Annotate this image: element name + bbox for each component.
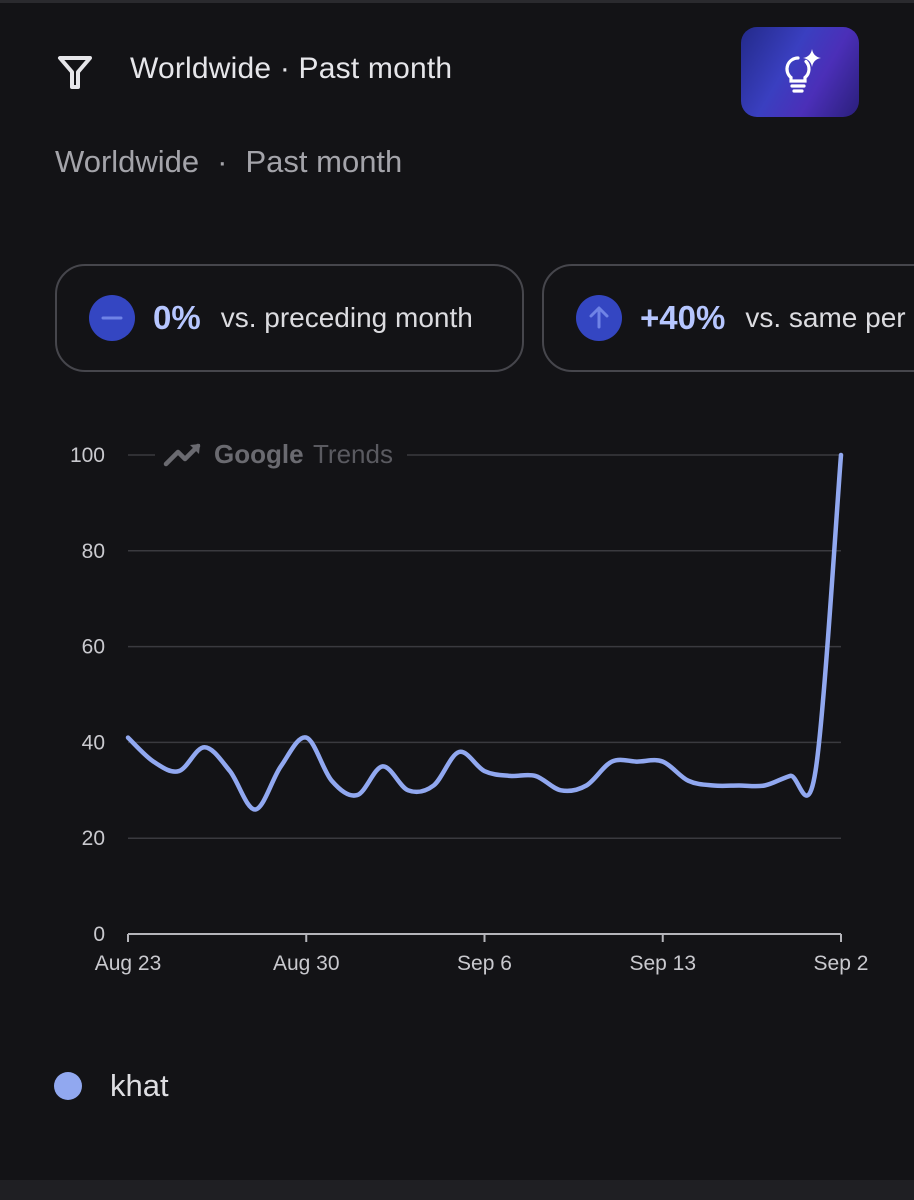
top-divider [0, 0, 914, 3]
x-tick-label: Aug 23 [95, 952, 162, 975]
lightbulb-sparkle-icon [785, 49, 821, 93]
legend-swatch [54, 1072, 82, 1100]
filter-icon [58, 56, 92, 89]
x-tick-label: Aug 30 [273, 952, 340, 975]
trending-up-icon [163, 443, 201, 467]
y-tick-label: 100 [70, 444, 105, 467]
ai-insights-button[interactable] [741, 27, 859, 117]
google-trends-watermark: Google Trends [155, 435, 407, 475]
stat-card-same-period[interactable]: +40% vs. same per [542, 264, 914, 372]
filter-button[interactable] [52, 50, 98, 96]
y-tick-label: 20 [82, 827, 105, 850]
legend-label: khat [110, 1068, 169, 1103]
y-tick-label: 60 [82, 636, 105, 659]
y-tick-label: 80 [82, 540, 105, 563]
axis-layer: 0 20 40 60 80 100 Aug 23 Aug 30 Sep 6 Sep 13 Sep 2 [70, 444, 868, 975]
legend: khat [54, 1068, 169, 1104]
y-tick-label: 40 [82, 731, 105, 754]
stat-value: 0% [153, 299, 201, 336]
trend-chart[interactable]: Google Trends 0 20 40 60 80 100 Aug 23 Aug 30 Se… [0, 420, 914, 980]
subtitle: Worldwide · Past month [55, 144, 402, 180]
header-title[interactable]: Worldwide · Past month [130, 52, 453, 85]
x-tick-label: Sep 6 [457, 952, 512, 975]
x-tick-label: Sep 2 [814, 952, 869, 975]
bottom-bar [0, 1180, 914, 1200]
minus-icon [89, 295, 135, 341]
series-layer [125, 452, 844, 812]
stat-card-preceding-month[interactable]: 0% vs. preceding month [55, 264, 524, 372]
stat-value: +40% [640, 299, 726, 336]
subtitle-region: Worldwide [55, 144, 200, 179]
arrow-up-icon [576, 295, 622, 341]
stat-label: vs. same per [745, 302, 906, 333]
grid-layer [128, 454, 841, 839]
watermark-product: Trends [313, 439, 393, 469]
series-line-khat [125, 452, 844, 812]
stat-label: vs. preceding month [220, 302, 473, 333]
y-tick-label: 0 [93, 923, 105, 946]
watermark-brand: Google [214, 439, 304, 469]
subtitle-period: Past month [245, 144, 403, 179]
x-tick-label: Sep 13 [629, 952, 696, 975]
subtitle-separator: · [217, 144, 228, 179]
